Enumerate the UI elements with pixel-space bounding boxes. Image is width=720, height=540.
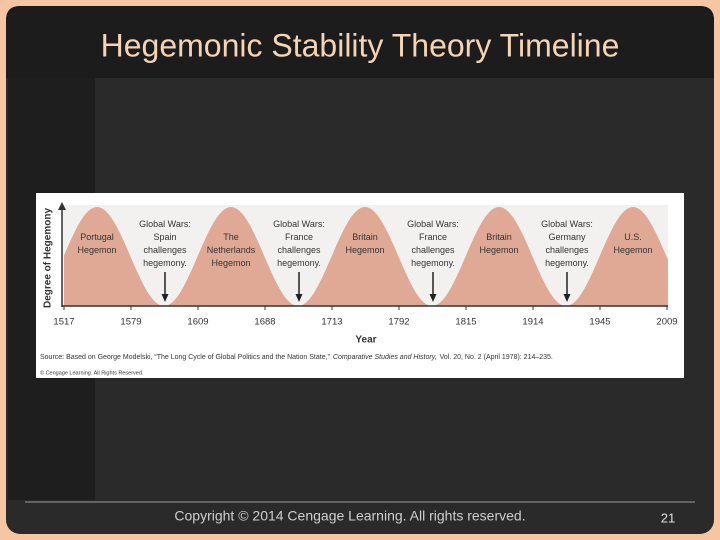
source-text: Vol. 20, No. 2 (April 1978): 214–235. bbox=[440, 354, 553, 361]
x-tick-label: 1609 bbox=[187, 317, 208, 328]
x-tick-label: 1792 bbox=[388, 317, 409, 328]
hegemon-label-line: U.S. bbox=[624, 232, 642, 242]
source-journal: Comparative Studies and History, bbox=[333, 354, 437, 361]
figure: Degree of Hegemony Year 1517 1579 1609 1688 17… bbox=[40, 202, 678, 376]
war-label-line: challenges bbox=[411, 245, 455, 255]
x-axis-label: Year bbox=[355, 335, 376, 346]
war-label: Global Wars: France challenges hegemony. bbox=[273, 219, 325, 268]
war-label-line: challenges bbox=[277, 245, 321, 255]
x-tick-label: 1945 bbox=[589, 317, 610, 328]
war-label-line: hegemony. bbox=[143, 258, 187, 268]
title-band bbox=[6, 6, 714, 78]
war-label-line: Global Wars: bbox=[541, 219, 593, 229]
war-arrow-head bbox=[563, 294, 571, 302]
hegemon-label-line: Hegemon bbox=[345, 245, 384, 255]
war-label-line: Global Wars: bbox=[407, 219, 459, 229]
war-label-line: Global Wars: bbox=[139, 219, 191, 229]
slide-title: Hegemonic Stability Theory Timeline bbox=[101, 27, 620, 63]
war-label-line: hegemony. bbox=[545, 258, 589, 268]
war-label-line: Spain bbox=[153, 232, 176, 242]
hegemon-label-line: Britain bbox=[352, 232, 378, 242]
war-label-line: challenges bbox=[143, 245, 187, 255]
hegemon-label-line: Hegemon bbox=[613, 245, 652, 255]
y-axis-arrow bbox=[58, 202, 66, 210]
hegemon-label: Portugal Hegemon bbox=[77, 232, 116, 255]
hegemon-label: U.S. Hegemon bbox=[613, 232, 652, 255]
war-label: Global Wars: France challenges hegemony. bbox=[407, 219, 459, 268]
source-text: Source: Based on George Modelski, “The L… bbox=[40, 354, 331, 361]
x-tick-label: 2009 bbox=[656, 317, 677, 328]
hegemon-label-line: Portugal bbox=[80, 232, 114, 242]
hegemon-label-line: Britain bbox=[486, 232, 512, 242]
hegemon-label-line: Hegemon bbox=[479, 245, 518, 255]
war-label-line: France bbox=[419, 232, 447, 242]
hegemon-label: Britain Hegemon bbox=[479, 232, 518, 255]
figure-credit: © Cengage Learning. All Rights Reserved. bbox=[40, 369, 144, 376]
x-tick-label: 1517 bbox=[53, 317, 74, 328]
hegemon-label: Britain Hegemon bbox=[345, 232, 384, 255]
war-label-line: hegemony. bbox=[411, 258, 455, 268]
figure-source: Source: Based on George Modelski, “The L… bbox=[40, 354, 553, 361]
x-tick-label: 1815 bbox=[455, 317, 476, 328]
war-label: Global Wars: Germany challenges hegemony. bbox=[541, 219, 593, 268]
war-arrow-head bbox=[429, 294, 437, 302]
hegemon-label-line: The bbox=[223, 232, 239, 242]
war-label: Global Wars: Spain challenges hegemony. bbox=[139, 219, 191, 268]
war-arrow-head bbox=[295, 294, 303, 302]
war-label-line: France bbox=[285, 232, 313, 242]
x-tick-label: 1688 bbox=[254, 317, 275, 328]
x-tick-label: 1579 bbox=[120, 317, 141, 328]
hegemon-label: The Netherlands Hegemon bbox=[207, 232, 256, 268]
war-label-line: hegemony. bbox=[277, 258, 321, 268]
hegemon-label-line: Hegemon bbox=[77, 245, 116, 255]
war-label-line: Germany bbox=[548, 232, 586, 242]
footer-copyright: Copyright © 2014 Cengage Learning. All r… bbox=[174, 508, 525, 524]
page-number: 21 bbox=[661, 510, 675, 525]
x-tick-label: 1713 bbox=[321, 317, 342, 328]
war-label-line: Global Wars: bbox=[273, 219, 325, 229]
hegemon-label-line: Netherlands bbox=[207, 245, 256, 255]
war-arrow-head bbox=[161, 294, 169, 302]
war-label-line: challenges bbox=[545, 245, 589, 255]
hegemony-wave bbox=[64, 207, 668, 306]
x-tick-label: 1914 bbox=[522, 317, 543, 328]
y-axis-label: Degree of Hegemony bbox=[43, 208, 54, 308]
hegemon-label-line: Hegemon bbox=[211, 258, 250, 268]
